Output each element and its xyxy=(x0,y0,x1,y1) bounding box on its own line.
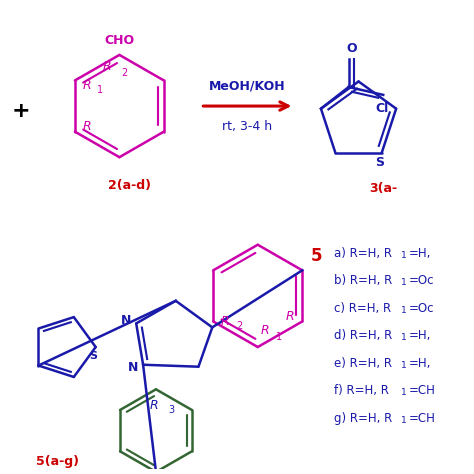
Text: =H,: =H, xyxy=(409,357,431,370)
Text: R: R xyxy=(221,315,230,328)
Text: 5: 5 xyxy=(310,246,322,264)
Text: 1: 1 xyxy=(401,333,407,342)
Text: d) R=H, R: d) R=H, R xyxy=(334,329,392,342)
Text: 1: 1 xyxy=(401,251,407,260)
Text: 2: 2 xyxy=(236,321,242,331)
Text: 1: 1 xyxy=(401,416,407,425)
Text: O: O xyxy=(346,42,357,55)
Text: S: S xyxy=(375,155,384,169)
Text: e) R=H, R: e) R=H, R xyxy=(334,357,392,370)
Text: R: R xyxy=(103,60,111,73)
Text: g) R=H, R: g) R=H, R xyxy=(334,412,392,425)
Text: N: N xyxy=(121,314,131,327)
Text: R: R xyxy=(150,399,158,412)
Text: R: R xyxy=(83,120,91,133)
Text: rt, 3-4 h: rt, 3-4 h xyxy=(222,120,272,133)
Text: +: + xyxy=(11,101,30,121)
Text: N: N xyxy=(128,361,138,374)
Text: =H,: =H, xyxy=(409,329,431,342)
Text: 1: 1 xyxy=(401,361,407,370)
Text: =CH: =CH xyxy=(409,412,436,425)
Text: f) R=H, R: f) R=H, R xyxy=(334,384,389,397)
Text: 1: 1 xyxy=(401,306,407,315)
Text: MeOH/KOH: MeOH/KOH xyxy=(209,79,285,92)
Text: Cl: Cl xyxy=(375,102,388,115)
Text: =CH: =CH xyxy=(409,384,436,397)
Text: 1: 1 xyxy=(97,85,103,95)
Text: b) R=H, R: b) R=H, R xyxy=(334,274,392,287)
Text: =Oc: =Oc xyxy=(409,274,435,287)
Text: R: R xyxy=(261,324,269,337)
Text: 3: 3 xyxy=(169,405,175,415)
Text: 5(a-g): 5(a-g) xyxy=(36,455,79,468)
Text: c) R=H, R: c) R=H, R xyxy=(334,302,391,315)
Text: a) R=H, R: a) R=H, R xyxy=(334,246,392,260)
Text: 1: 1 xyxy=(275,332,282,342)
Text: =H,: =H, xyxy=(409,246,431,260)
Text: CHO: CHO xyxy=(104,34,135,47)
Text: 1: 1 xyxy=(401,388,407,397)
Text: 2: 2 xyxy=(121,68,128,78)
Text: 1: 1 xyxy=(401,278,407,287)
Text: S: S xyxy=(90,351,98,361)
Text: 3(a-: 3(a- xyxy=(369,182,397,195)
Text: 2(a-d): 2(a-d) xyxy=(108,179,151,192)
Text: R: R xyxy=(286,310,294,323)
Text: =Oc: =Oc xyxy=(409,302,435,315)
Text: R: R xyxy=(83,79,91,92)
